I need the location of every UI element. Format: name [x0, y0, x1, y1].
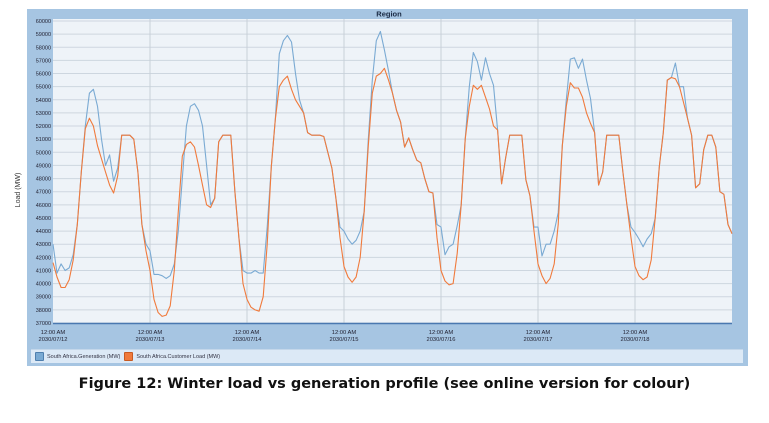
x-tick-date: 2030/07/18 [620, 337, 649, 343]
y-tick-label: 59000 [36, 32, 51, 38]
x-tick-date: 2030/07/15 [329, 337, 358, 343]
y-tick-label: 39000 [36, 295, 51, 301]
legend-swatch-generation [35, 352, 44, 361]
y-tick-label: 49000 [36, 163, 51, 169]
figure-caption: Figure 12: Winter load vs generation pro… [78, 376, 691, 392]
x-tick-date: 2030/07/17 [523, 337, 552, 343]
y-tick-label: 53000 [36, 111, 51, 117]
y-tick-label: 55000 [36, 85, 51, 91]
legend-label-generation: South Africa.Generation (MW) [47, 353, 121, 360]
y-tick-label: 43000 [36, 242, 51, 248]
y-tick-label: 42000 [36, 255, 51, 261]
y-tick-label: 48000 [36, 177, 51, 183]
y-tick-label: 45000 [36, 216, 51, 222]
y-tick-label: 41000 [36, 268, 51, 274]
y-tick-label: 40000 [36, 282, 51, 288]
chart-title: Region [376, 10, 402, 19]
plot-area [53, 19, 732, 323]
x-tick-time: 12:00 AM [235, 330, 260, 336]
x-tick-time: 12:00 AM [623, 330, 648, 336]
legend-item-load[interactable]: South Africa.Customer Load (MW) [124, 352, 220, 361]
series-line-customer-load [52, 67, 733, 317]
y-tick-label: 51000 [36, 137, 51, 143]
y-tick-label: 60000 [36, 19, 51, 25]
x-tick-date: 2030/07/13 [135, 337, 164, 343]
y-tick-label: 54000 [36, 98, 51, 104]
y-tick-label: 58000 [36, 45, 51, 51]
y-tick-label: 57000 [36, 58, 51, 64]
x-tick-time: 12:00 AM [526, 330, 551, 336]
chart-legend: South Africa.Generation (MW) South Afric… [31, 349, 743, 363]
x-tick-time: 12:00 AM [41, 330, 66, 336]
x-tick-time: 12:00 AM [332, 330, 357, 336]
y-tick-label: 37000 [36, 321, 51, 327]
y-tick-label: 44000 [36, 229, 51, 235]
x-tick-time: 12:00 AM [138, 330, 163, 336]
y-axis-label: Load (MW) [15, 173, 22, 208]
legend-item-generation[interactable]: South Africa.Generation (MW) [35, 352, 120, 361]
legend-swatch-load [124, 352, 134, 361]
y-tick-label: 47000 [36, 190, 51, 196]
y-tick-label: 52000 [36, 124, 51, 130]
y-tick-label: 38000 [36, 308, 51, 314]
x-tick-time: 12:00 AM [429, 330, 454, 336]
y-tick-label: 50000 [36, 150, 51, 156]
y-tick-label: 46000 [36, 203, 51, 209]
y-tick-label: 56000 [36, 72, 51, 78]
x-tick-date: 2030/07/16 [426, 337, 455, 343]
x-tick-date: 2030/07/12 [38, 337, 67, 343]
x-tick-date: 2030/07/14 [232, 337, 262, 343]
legend-label-load: South Africa.Customer Load (MW) [136, 353, 221, 360]
